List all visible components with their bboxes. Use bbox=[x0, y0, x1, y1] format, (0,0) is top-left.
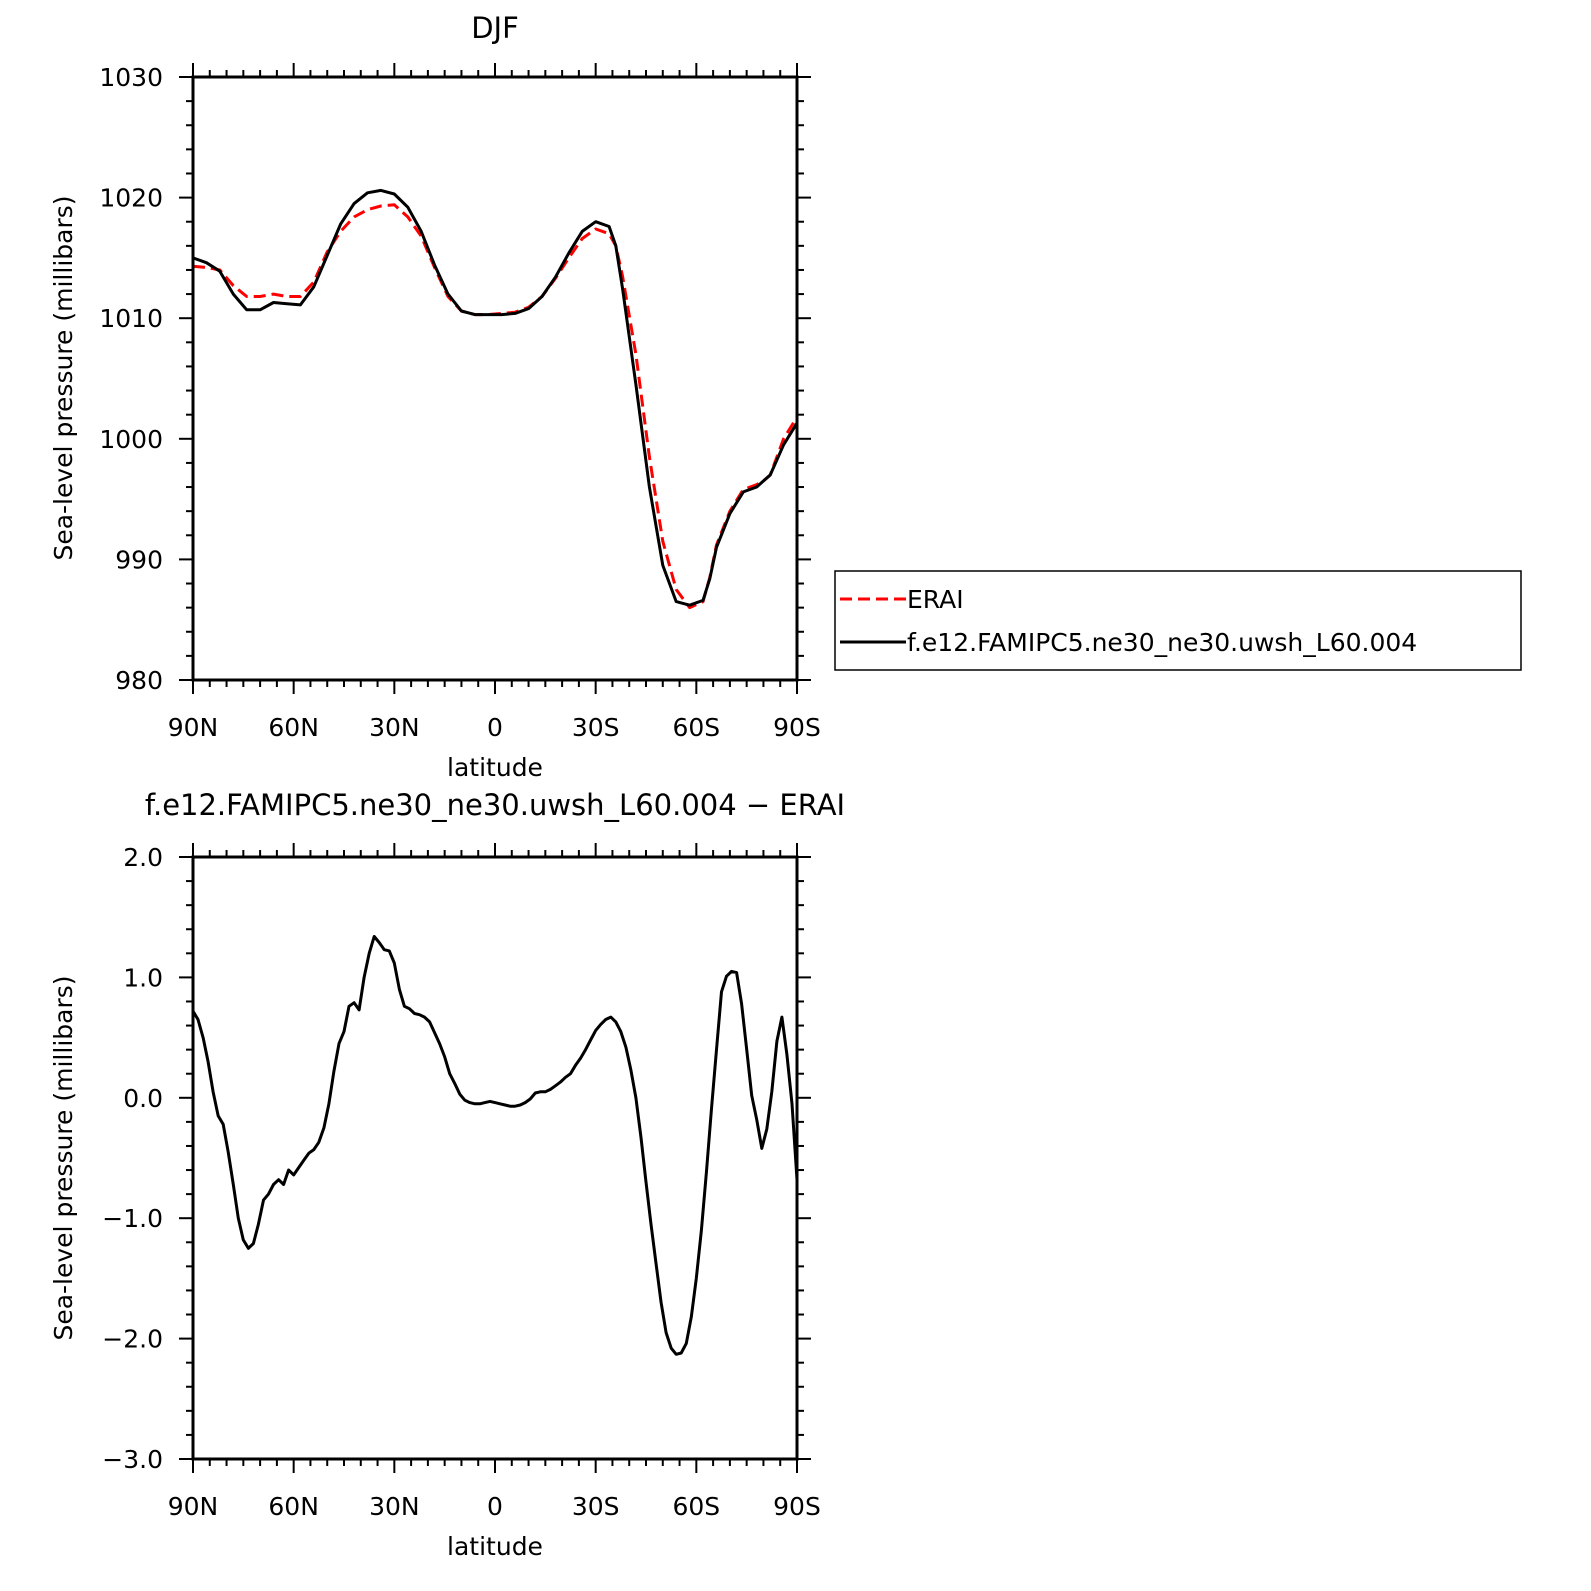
chart-top-x-tick-label: 30S bbox=[572, 713, 620, 742]
chart-top-x-tick-label: 30N bbox=[369, 713, 420, 742]
chart-bottom-x-tick-label: 60S bbox=[672, 1492, 720, 1521]
chart-bottom-y-tick-label: 2.0 bbox=[123, 843, 163, 872]
chart-top-x-tick-label: 0 bbox=[487, 713, 503, 742]
chart-top-y-tick-label: 1010 bbox=[99, 304, 163, 333]
chart-bottom-x-axis-label: latitude bbox=[447, 1532, 543, 1561]
chart-top-y-tick-label: 980 bbox=[115, 666, 163, 695]
legend-erai-label: ERAI bbox=[907, 585, 964, 614]
chart-top-series-line-1 bbox=[192, 188, 799, 607]
chart-top-series bbox=[192, 188, 799, 610]
chart-bottom-y-tick-label: −2.0 bbox=[102, 1325, 163, 1354]
chart-bottom-y-tick-label: 0.0 bbox=[123, 1084, 163, 1113]
chart-top-ticks bbox=[179, 63, 811, 694]
chart-top-x-tick-label: 90S bbox=[773, 713, 821, 742]
legend-model-label: f.e12.FAMIPC5.ne30_ne30.uwsh_L60.004 bbox=[907, 628, 1417, 657]
chart-top-y-tick-label: 990 bbox=[115, 545, 163, 574]
chart-top-y-tick-label: 1000 bbox=[99, 425, 163, 454]
chart-bottom: f.e12.FAMIPC5.ne30_ne30.uwsh_L60.004 − E… bbox=[49, 788, 845, 1561]
chart-bottom-series bbox=[191, 935, 799, 1356]
chart-top-y-tick-label: 1020 bbox=[99, 184, 163, 213]
chart-bottom-tick-labels: 90N 60N 30N 0 30S 60S 90S −3.0 −2.0 −1.0 0.0 1.0 2.0 bbox=[102, 843, 821, 1521]
chart-bottom-x-tick-label: 0 bbox=[487, 1492, 503, 1521]
chart-top-y-tick-label: 1030 bbox=[99, 63, 163, 92]
chart-bottom-x-tick-label: 30S bbox=[572, 1492, 620, 1521]
chart-top-x-axis-label: latitude bbox=[447, 753, 543, 782]
chart-bottom-title: f.e12.FAMIPC5.ne30_ne30.uwsh_L60.004 − E… bbox=[145, 788, 845, 822]
chart-top-series-line-0 bbox=[192, 203, 799, 610]
chart-top-x-tick-label: 60S bbox=[672, 713, 720, 742]
chart-top-tick-labels: 90N 60N 30N 0 30S 60S 90S 980 990 1000 1010 1020 103… bbox=[99, 63, 820, 742]
legend: ERAI f.e12.FAMIPC5.ne30_ne30.uwsh_L60.00… bbox=[834, 570, 1522, 671]
chart-bottom-y-tick-label: −1.0 bbox=[102, 1204, 163, 1233]
chart-bottom-series-line-0 bbox=[191, 935, 799, 1356]
chart-top-x-tick-label: 90N bbox=[168, 713, 219, 742]
chart-bottom-x-tick-label: 30N bbox=[369, 1492, 420, 1521]
chart-top-y-axis-label: Sea-level pressure (millibars) bbox=[49, 195, 78, 560]
chart-bottom-ticks bbox=[179, 843, 811, 1473]
chart-top-x-tick-label: 60N bbox=[268, 713, 319, 742]
chart-bottom-x-tick-label: 90N bbox=[168, 1492, 219, 1521]
legend-box bbox=[834, 570, 1522, 671]
chart-top: DJF 90N 60N 30N 0 30S 60S 90S 980 990 1000 1010 102… bbox=[49, 11, 821, 782]
chart-bottom-y-tick-label: −3.0 bbox=[102, 1445, 163, 1474]
chart-bottom-y-axis-label: Sea-level pressure (millibars) bbox=[49, 975, 78, 1340]
chart-top-title: DJF bbox=[471, 11, 519, 45]
chart-bottom-x-tick-label: 90S bbox=[773, 1492, 821, 1521]
chart-bottom-y-tick-label: 1.0 bbox=[123, 963, 163, 992]
chart-bottom-x-tick-label: 60N bbox=[268, 1492, 319, 1521]
